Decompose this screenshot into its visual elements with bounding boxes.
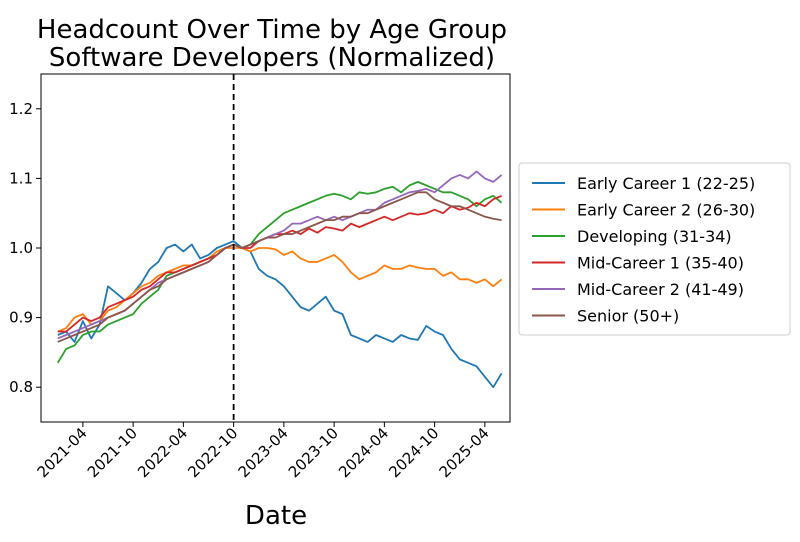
y-tick-label: 1.0 [9,239,33,257]
legend-label: Developing (31-34) [577,227,732,246]
x-tick-label: 2024-04 [335,424,392,481]
x-tick-label: 2021-04 [34,424,91,481]
y-tick-label: 0.9 [9,309,33,327]
x-tick-label: 2024-10 [385,424,442,481]
legend-label: Early Career 1 (22-25) [577,174,755,193]
plot-frame [40,73,511,423]
plot-area: 0.8 0.9 1.0 1.1 1.2 2021-042021-102022-042022… [9,73,511,481]
series-line-3 [56,180,503,364]
legend-label: Mid-Career 2 (41-49) [577,280,744,299]
x-axis-label: Date [245,501,307,531]
x-tick-label: 2023-10 [285,424,342,481]
series-line-5 [57,170,503,340]
chart-subtitle: Software Developers (Normalized) [49,43,495,73]
legend-box [518,162,791,336]
x-tick-label: 2025-04 [436,424,493,481]
chart-title: Headcount Over Time by Age Group [37,15,507,45]
x-tick-label: 2022-10 [184,424,241,481]
y-tick-label: 1.2 [9,100,33,118]
series-line-1 [57,240,503,389]
x-tick-label: 2023-04 [235,424,292,481]
x-tick-label: 2021-10 [84,424,141,481]
legend-label: Senior (50+) [577,307,679,326]
y-tick-label: 0.8 [9,378,33,396]
legend-label: Mid-Career 1 (35-40) [577,254,744,273]
x-tick-label: 2022-04 [134,424,191,481]
series-line-4 [57,194,502,333]
legend: Early Career 1 (22-25) Early Career 2 (26… [518,162,791,336]
series-line-2 [57,247,503,333]
y-tick-label: 1.1 [9,169,33,187]
legend-label: Early Career 2 (26-30) [577,201,755,220]
series-line-6 [57,191,502,343]
